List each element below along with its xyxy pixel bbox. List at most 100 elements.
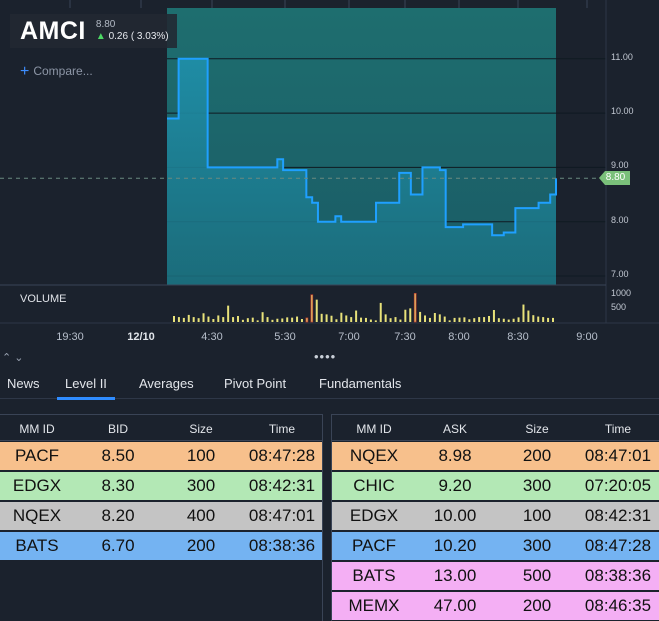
ask-price: 10.20 bbox=[433, 536, 477, 555]
y-tick: 8.00 bbox=[611, 215, 629, 225]
price-area bbox=[167, 58, 556, 285]
volume-bar bbox=[384, 314, 387, 322]
y-tick: 11.00 bbox=[611, 52, 633, 62]
volume-bar bbox=[379, 302, 382, 322]
collapse-toggle-icon[interactable]: ⌃⌄ bbox=[2, 352, 27, 364]
price-chart[interactable]: AMCI 8.80 ▲ 0.26 ( 3.03%) + Compare... VO… bbox=[0, 0, 659, 352]
ask-mm-id: BATS bbox=[352, 566, 396, 585]
column-header: Time bbox=[604, 422, 632, 436]
bid-row[interactable]: EDGX 8.30 300 08:42:31 bbox=[0, 472, 322, 501]
ask-mm-id: EDGX bbox=[349, 506, 399, 525]
tab-fundamentals[interactable]: Fundamentals bbox=[319, 376, 402, 391]
volume-bar bbox=[202, 313, 205, 322]
ask-size: 500 bbox=[522, 566, 552, 585]
bid-mm-id: PACF bbox=[14, 446, 60, 465]
volume-bar bbox=[478, 317, 481, 322]
ask-row[interactable]: MEMX 47.00 200 08:46:35 bbox=[332, 592, 659, 621]
x-tick: 12/10 bbox=[127, 331, 155, 343]
volume-bar bbox=[458, 317, 461, 322]
ask-book: MM ID ASK Size Time NQEX 8.98 200 08:47:… bbox=[331, 414, 659, 621]
ask-time: 08:38:36 bbox=[584, 566, 652, 585]
column-header: Size bbox=[525, 422, 549, 436]
volume-bar bbox=[197, 318, 200, 322]
bid-size: 400 bbox=[186, 506, 216, 525]
x-tick: 19:30 bbox=[56, 331, 84, 343]
volume-bar bbox=[296, 316, 299, 322]
volume-bar bbox=[291, 317, 294, 322]
volume-tick: 500 bbox=[611, 302, 627, 312]
price-change: ▲ 0.26 ( 3.03%) bbox=[96, 31, 169, 43]
bid-mm-id: BATS bbox=[15, 536, 59, 555]
volume-bar bbox=[281, 318, 284, 322]
volume-bar bbox=[325, 314, 328, 322]
volume-bar bbox=[320, 313, 323, 322]
x-tick: 7:30 bbox=[394, 331, 416, 343]
bid-price: 8.30 bbox=[101, 476, 135, 495]
y-tick: 9.00 bbox=[611, 160, 629, 170]
volume-bar bbox=[507, 319, 510, 322]
x-tick: 8:00 bbox=[448, 331, 470, 343]
bid-price: 6.70 bbox=[101, 536, 135, 555]
volume-bar bbox=[428, 317, 431, 322]
ask-size: 300 bbox=[522, 476, 552, 495]
volume-bar bbox=[251, 317, 254, 322]
volume-bar bbox=[256, 320, 259, 322]
x-tick: 8:30 bbox=[507, 331, 529, 343]
volume-bar bbox=[433, 313, 436, 322]
volume-bar bbox=[207, 316, 210, 322]
volume-bar bbox=[232, 317, 235, 322]
tab-news[interactable]: News bbox=[7, 376, 40, 391]
volume-bar bbox=[340, 312, 343, 322]
volume-tick: 1000 bbox=[611, 288, 632, 298]
bid-time: 08:47:28 bbox=[248, 446, 316, 465]
volume-bar bbox=[345, 315, 348, 322]
ask-row[interactable]: EDGX 10.00 100 08:42:31 bbox=[332, 502, 659, 531]
price-chart-canvas[interactable] bbox=[0, 0, 659, 352]
tab-pivot-point[interactable]: Pivot Point bbox=[224, 376, 287, 391]
volume-bar bbox=[468, 319, 471, 322]
x-tick: 9:00 bbox=[576, 331, 598, 343]
ask-size: 100 bbox=[522, 506, 552, 525]
volume-bar bbox=[286, 317, 289, 322]
bid-row[interactable]: PACF 8.50 100 08:47:28 bbox=[0, 442, 322, 471]
ask-book-header: MM ID ASK Size Time bbox=[332, 414, 659, 441]
volume-bar bbox=[173, 316, 175, 322]
tab-bar: News Level II Averages Pivot Point Funda… bbox=[0, 370, 659, 400]
bid-size: 100 bbox=[186, 446, 216, 465]
volume-bar bbox=[419, 311, 422, 322]
volume-bar bbox=[212, 319, 215, 322]
bid-row[interactable]: NQEX 8.20 400 08:47:01 bbox=[0, 502, 322, 531]
volume-bar bbox=[443, 316, 446, 322]
tab-level-ii[interactable]: Level II bbox=[57, 376, 115, 400]
bid-mm-id: NQEX bbox=[12, 506, 62, 525]
bid-price: 8.50 bbox=[101, 446, 135, 465]
bid-mm-id: EDGX bbox=[12, 476, 62, 495]
ask-row[interactable]: NQEX 8.98 200 08:47:01 bbox=[332, 442, 659, 471]
compare-button[interactable]: + Compare... bbox=[20, 62, 93, 80]
volume-bar bbox=[222, 317, 225, 322]
volume-bar bbox=[261, 312, 264, 322]
ask-price: 8.98 bbox=[438, 446, 472, 465]
plus-icon: + bbox=[20, 63, 30, 80]
ask-price: 47.00 bbox=[433, 596, 477, 615]
ask-row[interactable]: CHIC 9.20 300 07:20:05 bbox=[332, 472, 659, 501]
volume-bar bbox=[236, 316, 239, 322]
ask-time: 08:47:28 bbox=[584, 536, 652, 555]
volume-bar bbox=[547, 317, 550, 322]
volume-bar bbox=[463, 317, 466, 322]
volume-bar bbox=[453, 317, 456, 322]
ask-price: 10.00 bbox=[433, 506, 477, 525]
volume-bar bbox=[374, 320, 377, 322]
symbol-quote-box: AMCI 8.80 ▲ 0.26 ( 3.03%) bbox=[10, 14, 177, 48]
ask-row[interactable]: BATS 13.00 500 08:38:36 bbox=[332, 562, 659, 591]
bid-row[interactable]: BATS 6.70 200 08:38:36 bbox=[0, 532, 322, 561]
resize-handle-icon[interactable]: •••• bbox=[314, 349, 337, 364]
volume-bar bbox=[394, 317, 397, 322]
bid-book: MM ID BID Size Time PACF 8.50 100 08:47:… bbox=[0, 414, 323, 621]
x-tick: 4:30 bbox=[201, 331, 223, 343]
ask-row[interactable]: PACF 10.20 300 08:47:28 bbox=[332, 532, 659, 561]
bid-size: 300 bbox=[186, 476, 216, 495]
y-tick: 7.00 bbox=[611, 269, 629, 279]
tab-averages[interactable]: Averages bbox=[139, 376, 194, 391]
ask-size: 300 bbox=[522, 536, 552, 555]
